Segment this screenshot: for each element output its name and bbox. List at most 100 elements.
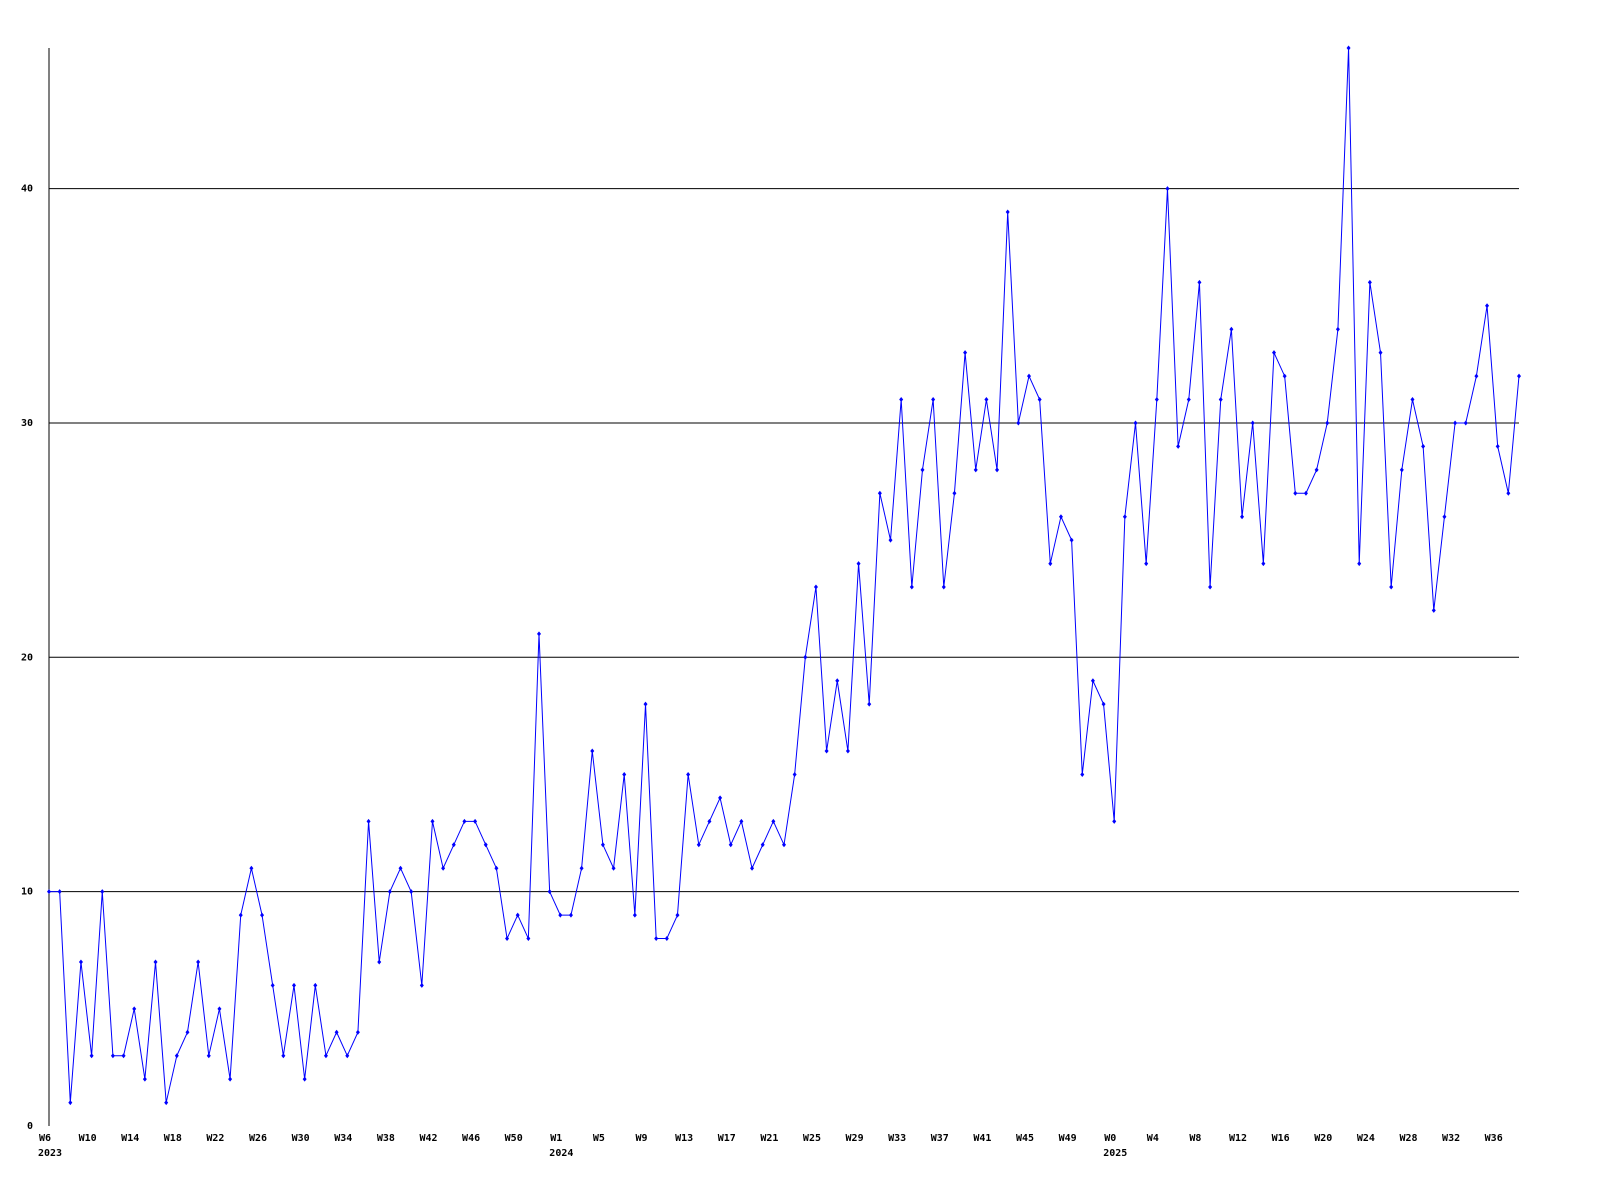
y-tick-label: 0: [27, 1121, 33, 1132]
x-tick-label: W38: [377, 1133, 395, 1144]
data-point: [1016, 420, 1021, 426]
data-point: [409, 889, 414, 895]
data-point: [718, 795, 723, 801]
data-point: [1176, 443, 1181, 449]
data-point: [611, 865, 616, 871]
data-point: [739, 818, 744, 824]
data-point: [1474, 373, 1479, 379]
data-point: [952, 490, 957, 496]
data-point: [292, 982, 296, 988]
data-point: [142, 1076, 147, 1082]
data-point: [1101, 701, 1106, 707]
data-point: [366, 818, 371, 824]
data-point: [760, 842, 765, 848]
data-point: [1165, 186, 1170, 192]
x-tick-label: W50: [505, 1133, 523, 1144]
x-tick-label: W6: [39, 1133, 51, 1144]
x-year-label: 2023: [38, 1148, 62, 1159]
data-point: [206, 1053, 211, 1059]
data-point: [590, 748, 595, 754]
data-point: [1442, 514, 1447, 520]
data-point: [323, 1053, 328, 1059]
x-tick-label: W13: [675, 1133, 693, 1144]
data-point: [110, 1053, 115, 1059]
data-point: [654, 936, 659, 942]
data-point: [995, 467, 1000, 473]
data-point: [1495, 443, 1500, 449]
data-point: [249, 865, 254, 871]
data-point: [1335, 326, 1340, 332]
data-point: [1005, 209, 1010, 215]
data-point: [675, 912, 680, 918]
data-point: [505, 936, 510, 942]
data-point: [313, 982, 318, 988]
x-tick-label: W4: [1147, 1133, 1159, 1144]
x-tick-label: W46: [462, 1133, 480, 1144]
data-point: [537, 631, 541, 637]
data-point: [558, 912, 563, 918]
data-point: [813, 584, 818, 590]
data-point: [600, 842, 605, 848]
data-point: [750, 865, 755, 871]
data-point: [302, 1076, 307, 1082]
data-point: [707, 818, 712, 824]
data-point: [899, 397, 904, 403]
data-point: [387, 889, 392, 895]
data-point: [515, 912, 520, 918]
x-tick-label: W28: [1399, 1133, 1417, 1144]
data-point: [217, 1006, 222, 1012]
data-point: [132, 1006, 137, 1012]
data-point: [68, 1100, 73, 1106]
data-point: [1058, 514, 1063, 520]
data-point: [1303, 490, 1308, 496]
data-point: [728, 842, 733, 848]
data-point: [984, 397, 989, 403]
data-point: [398, 865, 403, 871]
data-point: [174, 1053, 179, 1059]
data-point: [963, 350, 968, 356]
data-point: [877, 490, 882, 496]
data-point: [803, 654, 808, 660]
data-point: [1218, 397, 1223, 403]
data-point: [100, 889, 105, 895]
data-point: [1293, 490, 1298, 496]
x-tick-label: W21: [760, 1133, 778, 1144]
data-point: [526, 936, 531, 942]
data-point: [845, 748, 850, 754]
data-point: [1421, 443, 1426, 449]
x-tick-label: W41: [973, 1133, 991, 1144]
data-point: [686, 771, 691, 777]
data-point: [1485, 303, 1490, 309]
data-point: [1410, 397, 1415, 403]
data-point: [281, 1053, 286, 1059]
data-point: [1027, 373, 1031, 379]
x-tick-label: W33: [888, 1133, 906, 1144]
data-point: [1453, 420, 1458, 426]
data-point: [1080, 771, 1085, 777]
x-tick-label: W18: [164, 1133, 182, 1144]
x-tick-label: W42: [419, 1133, 437, 1144]
x-year-label: 2025: [1103, 1148, 1127, 1159]
data-point: [1463, 420, 1468, 426]
data-point: [462, 818, 467, 824]
data-point: [1048, 561, 1053, 567]
data-point: [579, 865, 584, 871]
data-point: [57, 889, 62, 895]
data-point: [696, 842, 701, 848]
data-point: [1346, 45, 1351, 51]
y-tick-label: 20: [21, 652, 33, 663]
data-point: [153, 959, 158, 965]
data-point: [835, 678, 840, 684]
data-point: [1378, 350, 1383, 356]
data-point: [78, 959, 83, 965]
data-point: [164, 1100, 169, 1106]
x-year-label: 2024: [549, 1148, 573, 1159]
data-point: [1250, 420, 1255, 426]
data-point: [1229, 326, 1234, 332]
data-point: [568, 912, 573, 918]
data-point: [909, 584, 914, 590]
data-point: [270, 982, 275, 988]
x-tick-label: W0: [1104, 1133, 1116, 1144]
data-point: [856, 561, 861, 567]
data-point: [196, 959, 201, 965]
